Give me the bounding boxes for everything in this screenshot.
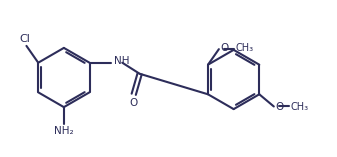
Text: O: O xyxy=(275,102,284,112)
Text: NH: NH xyxy=(114,56,130,66)
Text: CH₃: CH₃ xyxy=(236,43,253,53)
Text: O: O xyxy=(130,98,138,108)
Text: CH₃: CH₃ xyxy=(290,102,308,112)
Text: Cl: Cl xyxy=(19,34,30,44)
Text: O: O xyxy=(220,43,229,53)
Text: NH₂: NH₂ xyxy=(54,126,74,136)
